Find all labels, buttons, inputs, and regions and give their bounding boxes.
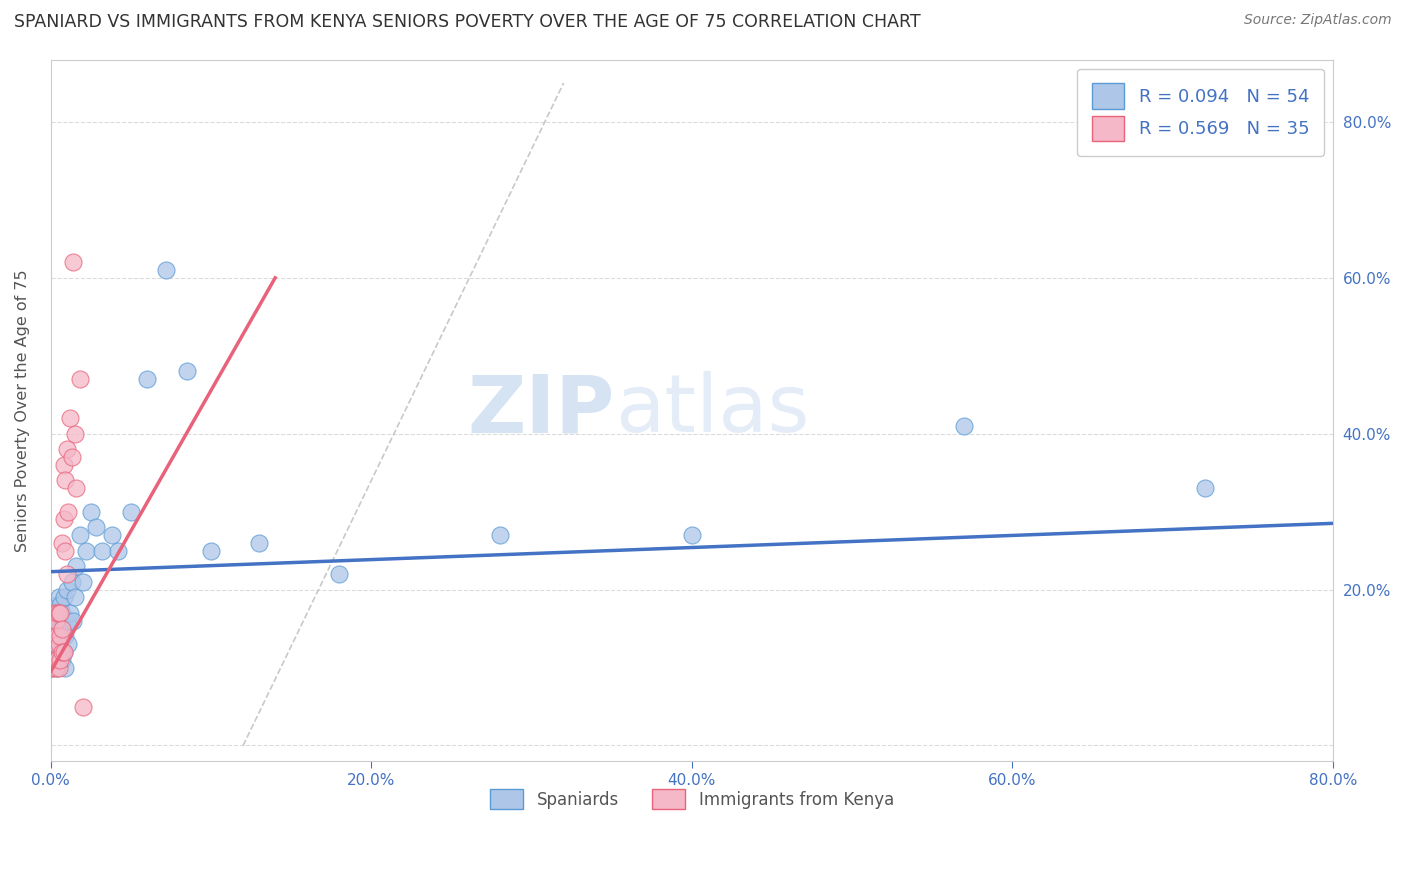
Point bbox=[49, 653, 72, 667]
Point bbox=[46, 653, 69, 667]
Point bbox=[52, 591, 75, 605]
Point bbox=[69, 372, 91, 386]
Point bbox=[53, 543, 76, 558]
Point bbox=[46, 614, 69, 628]
Point bbox=[56, 582, 79, 597]
Point bbox=[53, 660, 76, 674]
Point bbox=[45, 660, 67, 674]
Point bbox=[41, 660, 63, 674]
Point bbox=[200, 543, 222, 558]
Point bbox=[42, 653, 65, 667]
Point bbox=[52, 645, 75, 659]
Text: Source: ZipAtlas.com: Source: ZipAtlas.com bbox=[1244, 13, 1392, 28]
Point bbox=[59, 606, 82, 620]
Point bbox=[136, 372, 159, 386]
Point bbox=[48, 637, 70, 651]
Point bbox=[247, 536, 270, 550]
Legend: Spaniards, Immigrants from Kenya: Spaniards, Immigrants from Kenya bbox=[484, 782, 901, 816]
Point bbox=[45, 629, 67, 643]
Point bbox=[328, 567, 350, 582]
Point bbox=[41, 629, 63, 643]
Point bbox=[46, 660, 69, 674]
Point bbox=[42, 622, 65, 636]
Point bbox=[51, 645, 73, 659]
Point bbox=[48, 606, 70, 620]
Point bbox=[53, 474, 76, 488]
Point bbox=[49, 645, 72, 659]
Point bbox=[41, 660, 63, 674]
Point bbox=[58, 505, 80, 519]
Point bbox=[45, 614, 67, 628]
Point bbox=[42, 606, 65, 620]
Point bbox=[65, 559, 87, 574]
Point bbox=[45, 637, 67, 651]
Point bbox=[65, 481, 87, 495]
Point bbox=[49, 598, 72, 612]
Text: SPANIARD VS IMMIGRANTS FROM KENYA SENIORS POVERTY OVER THE AGE OF 75 CORRELATION: SPANIARD VS IMMIGRANTS FROM KENYA SENIOR… bbox=[14, 13, 921, 31]
Point bbox=[48, 591, 70, 605]
Point bbox=[53, 629, 76, 643]
Point bbox=[48, 614, 70, 628]
Point bbox=[51, 622, 73, 636]
Point bbox=[953, 418, 976, 433]
Point bbox=[681, 528, 703, 542]
Point bbox=[46, 629, 69, 643]
Point bbox=[51, 536, 73, 550]
Point bbox=[63, 591, 86, 605]
Point bbox=[49, 629, 72, 643]
Point bbox=[46, 606, 69, 620]
Point bbox=[176, 364, 198, 378]
Point bbox=[52, 458, 75, 472]
Point bbox=[84, 520, 107, 534]
Point bbox=[91, 543, 114, 558]
Point bbox=[56, 567, 79, 582]
Point bbox=[56, 442, 79, 457]
Point bbox=[49, 606, 72, 620]
Point bbox=[107, 543, 129, 558]
Point bbox=[48, 653, 70, 667]
Point bbox=[52, 512, 75, 526]
Point bbox=[72, 699, 94, 714]
Point bbox=[62, 255, 84, 269]
Point bbox=[63, 426, 86, 441]
Point bbox=[52, 645, 75, 659]
Text: atlas: atlas bbox=[614, 371, 810, 450]
Point bbox=[45, 645, 67, 659]
Point bbox=[45, 614, 67, 628]
Point bbox=[155, 263, 177, 277]
Point bbox=[52, 622, 75, 636]
Point bbox=[60, 574, 83, 589]
Point bbox=[72, 574, 94, 589]
Point bbox=[42, 606, 65, 620]
Point bbox=[69, 528, 91, 542]
Point bbox=[60, 450, 83, 464]
Point bbox=[48, 660, 70, 674]
Point bbox=[488, 528, 510, 542]
Point bbox=[75, 543, 97, 558]
Point bbox=[100, 528, 122, 542]
Point bbox=[62, 614, 84, 628]
Point bbox=[51, 606, 73, 620]
Point bbox=[48, 629, 70, 643]
Point bbox=[80, 505, 103, 519]
Point bbox=[46, 637, 69, 651]
Text: ZIP: ZIP bbox=[468, 371, 614, 450]
Point bbox=[56, 614, 79, 628]
Point bbox=[41, 629, 63, 643]
Point bbox=[120, 505, 142, 519]
Point bbox=[49, 622, 72, 636]
Point bbox=[42, 629, 65, 643]
Point bbox=[45, 598, 67, 612]
Y-axis label: Seniors Poverty Over the Age of 75: Seniors Poverty Over the Age of 75 bbox=[15, 269, 30, 551]
Point bbox=[58, 637, 80, 651]
Point bbox=[51, 653, 73, 667]
Point bbox=[42, 653, 65, 667]
Point bbox=[59, 411, 82, 425]
Point bbox=[1194, 481, 1216, 495]
Point bbox=[51, 629, 73, 643]
